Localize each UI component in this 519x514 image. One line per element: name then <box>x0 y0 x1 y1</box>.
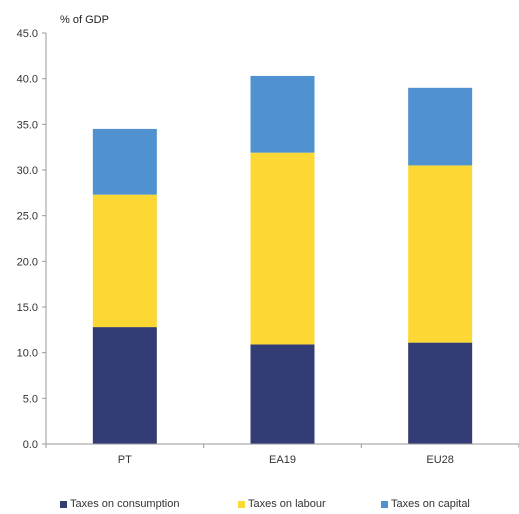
y-tick-label: 40.0 <box>17 74 38 86</box>
y-tick-label: 5.0 <box>23 393 38 405</box>
legend-label: Taxes on consumption <box>70 498 180 510</box>
y-tick-label: 25.0 <box>17 211 38 223</box>
bar-segment <box>92 327 157 444</box>
bar-segment <box>250 344 315 444</box>
legend-label: Taxes on labour <box>248 498 326 510</box>
bar-segment <box>250 152 315 345</box>
y-tick-label: 20.0 <box>17 256 38 268</box>
legend-swatch <box>238 500 245 508</box>
legend-item: Taxes on labour <box>238 498 326 510</box>
legend-swatch <box>60 500 67 508</box>
y-tick-label: 45.0 <box>17 28 38 40</box>
x-tick-label: EU28 <box>426 454 454 466</box>
legend-label: Taxes on capital <box>391 498 470 510</box>
y-tick-label: 15.0 <box>17 302 38 314</box>
chart-legend: Taxes on consumption Taxes on labour Taxes… <box>0 498 519 514</box>
bar-segment <box>408 87 473 166</box>
y-tick-label: 0.0 <box>23 439 38 451</box>
bar-segment <box>92 128 157 195</box>
x-tick-label: EA19 <box>269 454 296 466</box>
x-tick-label: PT <box>118 454 132 466</box>
bars-group <box>92 75 473 444</box>
legend-item: Taxes on capital <box>381 498 470 510</box>
x-axis: PT EA19 EU28 <box>45 443 519 466</box>
y-tick-label: 10.0 <box>17 348 38 360</box>
bar-segment <box>250 75 315 153</box>
bar-segment <box>408 165 473 343</box>
legend-swatch <box>381 500 388 508</box>
legend-item: Taxes on consumption <box>60 498 179 510</box>
y-tick-label: 30.0 <box>17 165 38 177</box>
y-axis-unit-label: % of GDP <box>60 14 109 26</box>
y-axis: 0.0 5.0 10.0 15.0 20.0 25.0 30.0 35.0 40.0 45.0 <box>17 28 47 451</box>
y-tick-label: 35.0 <box>17 119 38 131</box>
bar-segment <box>408 342 473 444</box>
bar-segment <box>92 194 157 328</box>
